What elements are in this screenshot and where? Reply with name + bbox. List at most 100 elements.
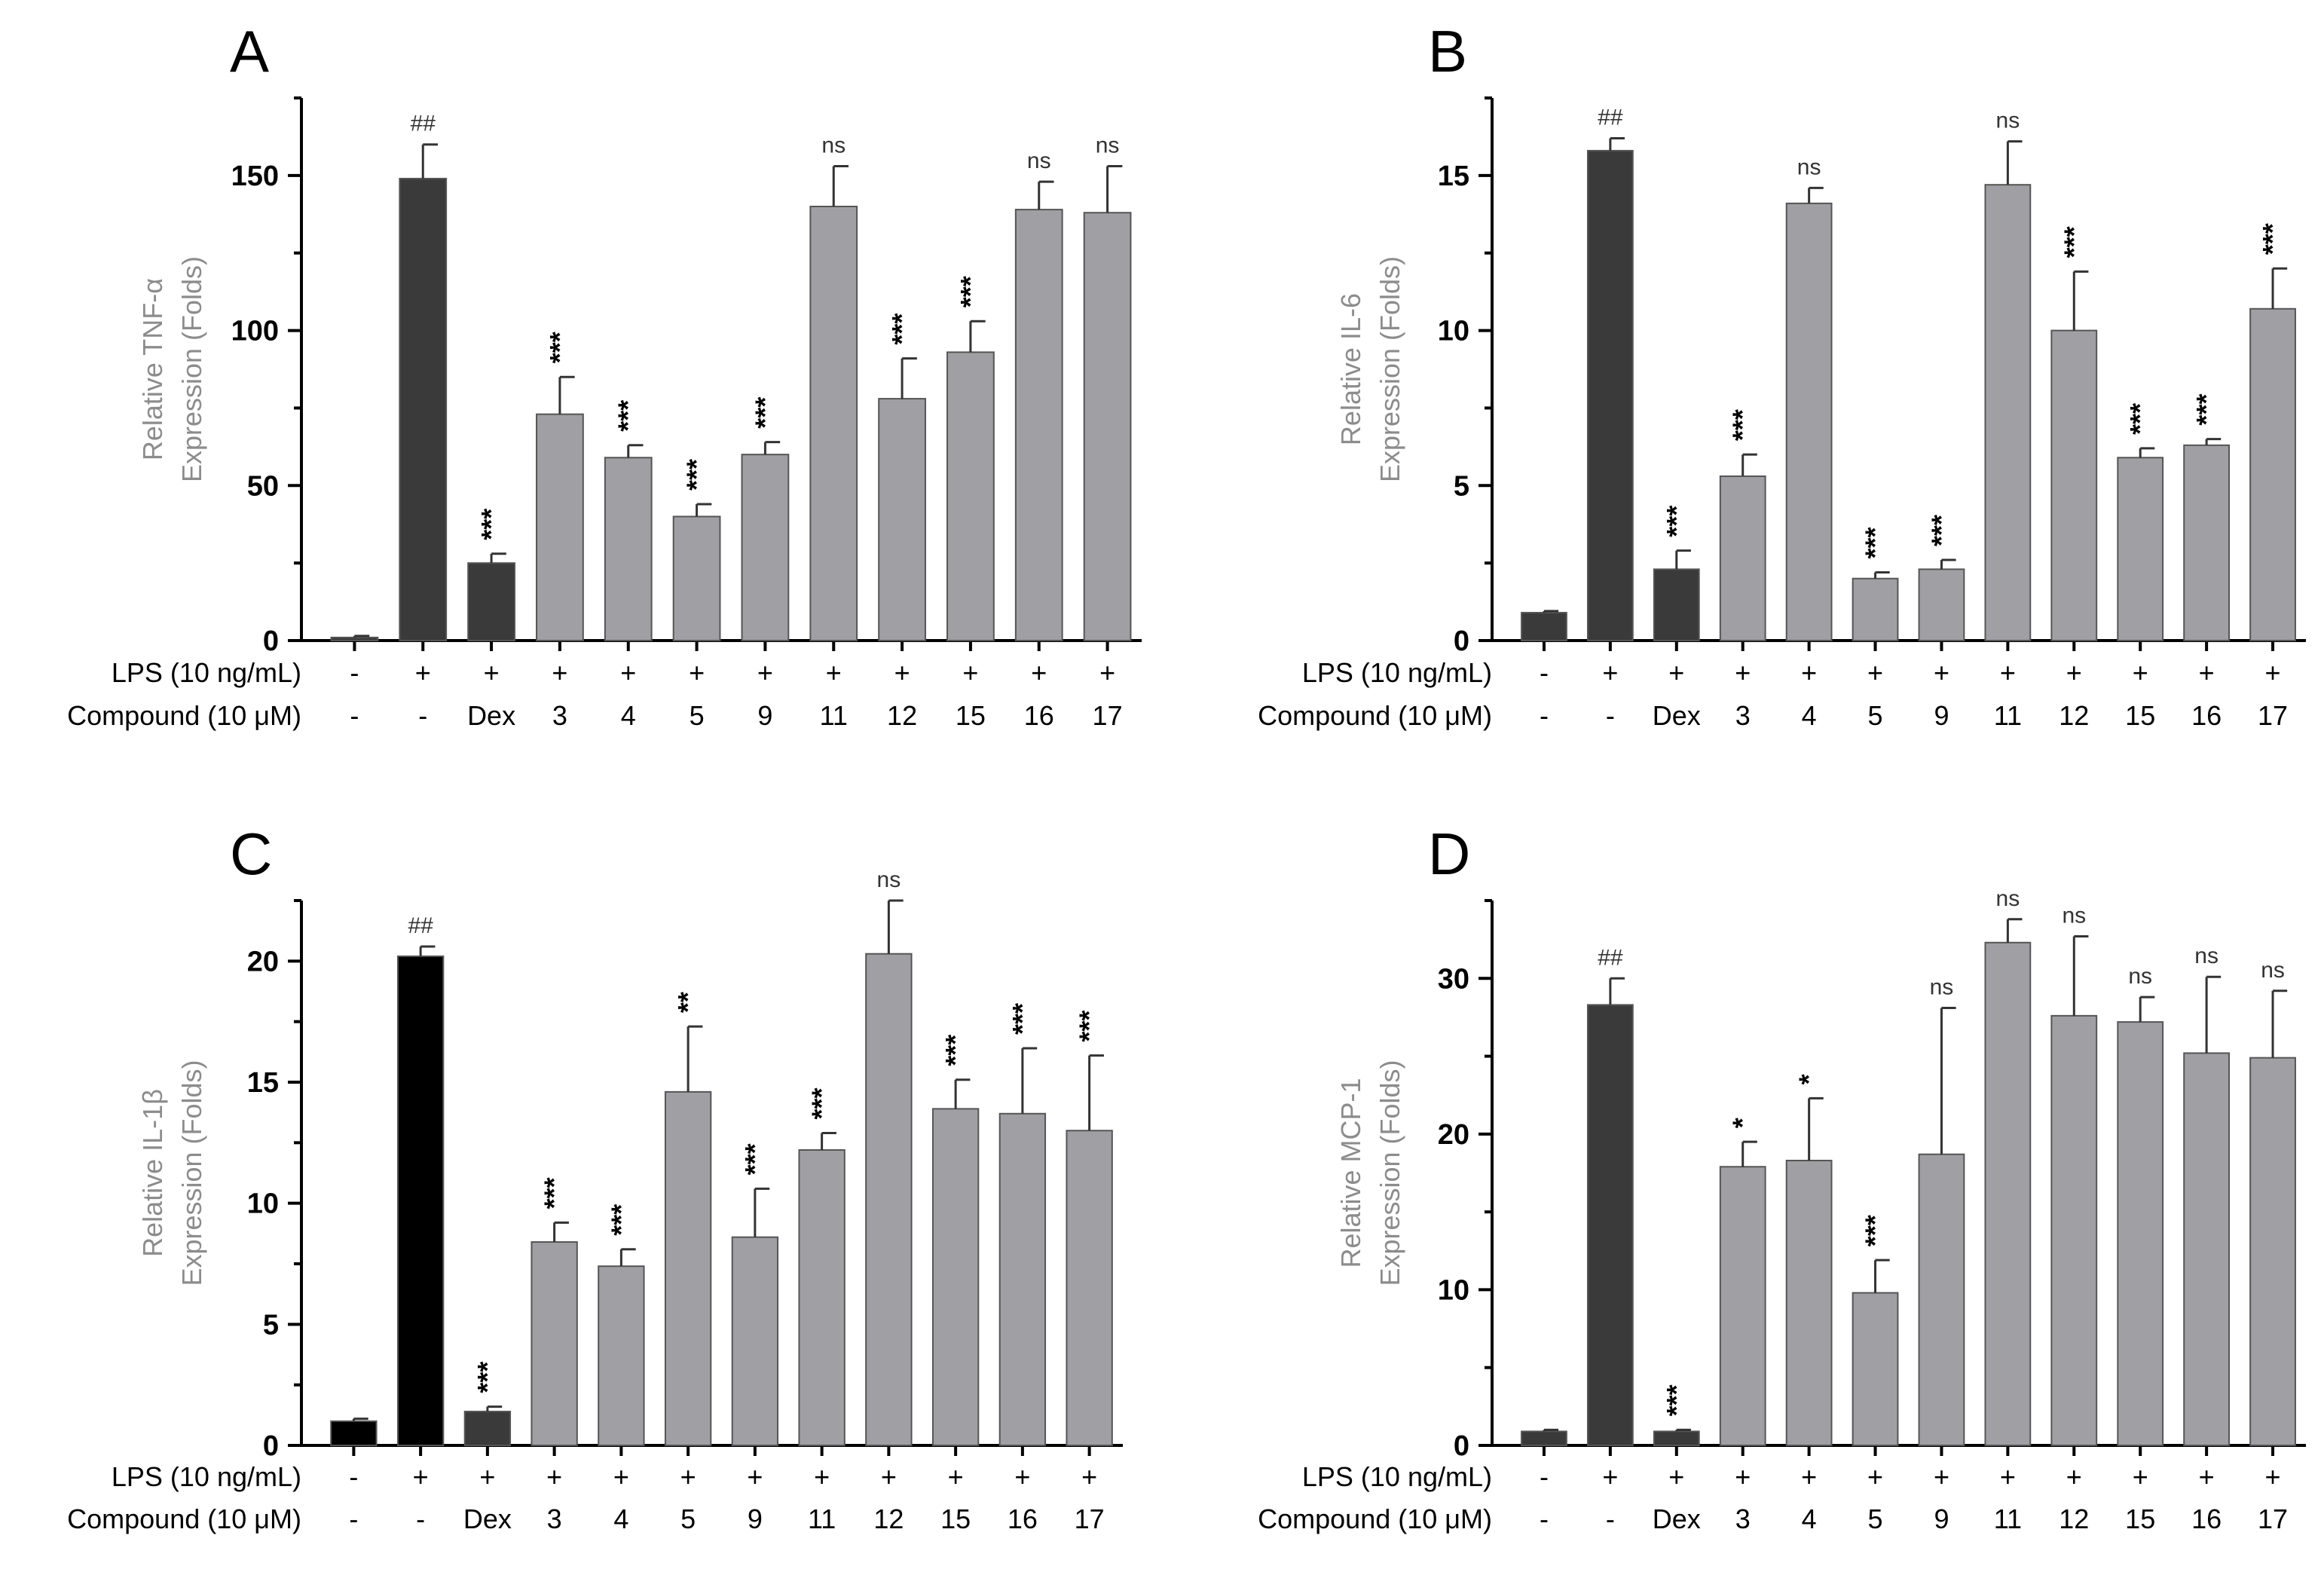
bar-1 (1521, 1430, 1567, 1446)
bar-11 (998, 1112, 1047, 1446)
significance-label-4: *** (544, 332, 575, 363)
lps-value-3: + (1668, 657, 1684, 688)
compound-row-label: Compound (10 μM) (1258, 1503, 1492, 1534)
significance-label-5: *** (605, 1204, 636, 1236)
lps-row-label: LPS (10 ng/mL) (112, 1461, 301, 1492)
y-axis-label-line2: Expression (Folds) (176, 1060, 207, 1286)
bar-7 (741, 454, 790, 642)
y-tick-label: 5 (1454, 470, 1469, 502)
significance-label-11: ns (2194, 944, 2219, 968)
lps-row-label: LPS (10 ng/mL) (1302, 1461, 1492, 1492)
y-tick-label: 150 (231, 161, 279, 192)
lps-value-2: + (413, 1461, 429, 1492)
significance-label-6: ** (672, 992, 703, 1013)
significance-label-2: ## (408, 913, 433, 938)
bar-8 (1984, 184, 2032, 641)
bar-3 (1653, 1430, 1700, 1446)
lps-value-6: + (1867, 657, 1883, 688)
compound-label-9: 12 (887, 700, 917, 731)
y-tick-label: 0 (263, 625, 279, 657)
compound-label-4: 3 (552, 700, 567, 731)
bar-12 (2249, 307, 2296, 641)
compound-label-9: 12 (2059, 1503, 2089, 1534)
compound-label-10: 15 (940, 1503, 971, 1534)
bar-1 (330, 1420, 378, 1447)
significance-label-7: *** (1925, 515, 1956, 546)
significance-label-11: ns (1027, 148, 1051, 173)
bar-4 (1719, 1166, 1766, 1447)
bar-6 (672, 515, 721, 642)
significance-label-8: ns (1996, 109, 2020, 133)
y-tick-label: 0 (1454, 1430, 1469, 1462)
significance-label-4: * (1727, 1118, 1758, 1128)
bar-8 (809, 206, 858, 641)
significance-label-3: *** (1661, 506, 1692, 537)
y-axis-label-line2: Expression (Folds) (1375, 1060, 1405, 1286)
lps-value-11: + (1014, 1461, 1030, 1492)
lps-value-12: + (1081, 1461, 1097, 1492)
bar-1 (1521, 611, 1567, 642)
bar-6 (1852, 1292, 1899, 1447)
bar-2 (396, 955, 445, 1446)
lps-value-2: + (1602, 1461, 1618, 1492)
significance-label-10: ns (2128, 964, 2152, 989)
compound-label-11: 16 (2191, 700, 2222, 731)
y-tick-label: 20 (247, 946, 279, 977)
lps-value-10: + (2133, 657, 2148, 688)
significance-label-4: *** (539, 1177, 570, 1209)
significance-label-7: *** (739, 1143, 770, 1175)
significance-label-9: *** (2058, 226, 2089, 258)
compound-label-7: 9 (757, 700, 772, 731)
bar-7 (731, 1236, 779, 1446)
compound-label-5: 4 (1802, 1503, 1817, 1534)
compound-label-6: 5 (690, 700, 705, 731)
compound-label-11: 16 (1024, 700, 1054, 731)
lps-value-6: + (1867, 1461, 1883, 1492)
compound-label-6: 5 (1868, 1503, 1883, 1534)
lps-value-9: + (881, 1461, 897, 1492)
significance-label-9: ns (877, 867, 901, 892)
bar-5 (1785, 202, 1833, 641)
significance-label-5: ns (1797, 154, 1821, 179)
y-axis-label-line2: Expression (Folds) (176, 256, 207, 482)
bar-10 (2117, 1021, 2164, 1446)
lps-value-6: + (680, 1461, 696, 1492)
significance-label-4: *** (1727, 409, 1758, 441)
compound-label-8: 11 (1994, 1503, 2022, 1534)
lps-value-12: + (2265, 657, 2281, 688)
lps-value-7: + (1934, 1461, 1949, 1492)
lps-value-5: + (613, 1461, 629, 1492)
significance-label-2: ## (1598, 945, 1623, 970)
compound-label-8: 11 (1994, 700, 2022, 731)
significance-label-10: *** (940, 1035, 971, 1066)
y-tick-label: 0 (1454, 625, 1469, 657)
significance-label-8: *** (806, 1087, 837, 1119)
significance-label-6: *** (1860, 1215, 1891, 1246)
significance-label-2: ## (411, 112, 436, 136)
significance-label-3: *** (472, 1362, 503, 1393)
lps-value-3: + (1668, 1461, 1684, 1492)
compound-label-8: 11 (808, 1503, 836, 1534)
lps-value-10: + (948, 1461, 964, 1492)
lps-value-2: + (1602, 657, 1618, 688)
bar-6 (664, 1090, 712, 1447)
compound-label-4: 3 (1735, 1503, 1751, 1534)
lps-value-1: - (349, 1461, 358, 1492)
significance-label-12: ns (2261, 958, 2285, 983)
lps-value-6: + (689, 657, 705, 688)
compound-label-2: - (1606, 1503, 1615, 1534)
bar-11 (2183, 444, 2231, 641)
y-tick-label: 0 (263, 1430, 279, 1462)
lps-value-8: + (2000, 657, 2016, 688)
lps-value-12: + (2265, 1461, 2281, 1492)
y-axis-label-line2: Expression (Folds) (1375, 256, 1405, 482)
significance-label-5: *** (613, 400, 644, 432)
lps-value-1: - (1540, 657, 1549, 688)
compound-label-10: 15 (2125, 700, 2155, 731)
compound-label-11: 16 (1008, 1503, 1038, 1534)
bar-2 (1586, 149, 1634, 641)
lps-value-3: + (484, 657, 500, 688)
compound-label-3: Dex (1653, 700, 1701, 731)
chart-panel-d: D Relative MCP-1 Expression (Folds) 0 10 20 30… (1258, 821, 2306, 1534)
compound-row-label: Compound (10 μM) (1258, 700, 1492, 731)
